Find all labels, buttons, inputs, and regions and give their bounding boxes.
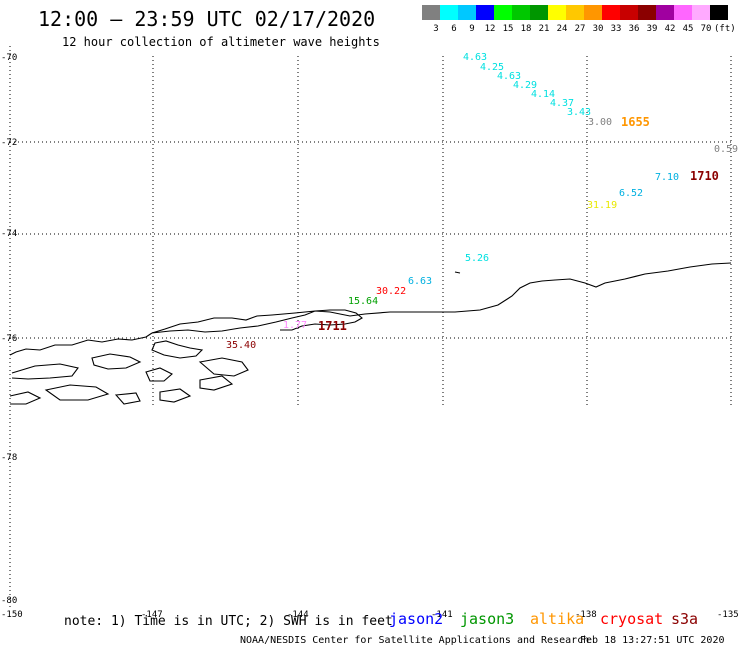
wave-height-value: 4.14 xyxy=(531,89,555,100)
wave-height-value: 31.19 xyxy=(587,200,617,211)
pass-times: 1655 1710 1711 xyxy=(318,115,719,333)
legend-color-box xyxy=(620,5,638,20)
legend-color-box xyxy=(710,5,728,20)
wave-height-value: 7.10 xyxy=(655,172,679,183)
color-legend: 3 6 9 12 15 18 21 24 27 30 33 36 39 42 45 70 (ft) xyxy=(422,5,736,34)
legend-color-box xyxy=(566,5,584,20)
legend-label: 30 xyxy=(593,24,604,34)
legend-color-box xyxy=(530,5,548,20)
legend-label: 27 xyxy=(575,24,586,34)
legend-color-box xyxy=(476,5,494,20)
lat-label: -72 xyxy=(1,138,17,148)
pass-time-label: 1655 xyxy=(621,115,650,129)
legend-label: 70 xyxy=(701,24,712,34)
latitude-labels: -70 -72 -74 -76 -78 -80 xyxy=(1,53,17,606)
lat-label: -70 xyxy=(1,53,17,63)
legend-label: 42 xyxy=(665,24,676,34)
pass-time-label: 1710 xyxy=(690,169,719,183)
wave-height-value: 1.77 xyxy=(283,320,307,331)
legend-color-box xyxy=(656,5,674,20)
wave-height-value: 4.37 xyxy=(550,98,574,109)
wave-height-value: 3.43 xyxy=(567,107,591,118)
legend-color-box xyxy=(584,5,602,20)
wave-height-value: 4.63 xyxy=(463,52,487,63)
wave-height-value: 30.22 xyxy=(376,286,406,297)
legend-color-box xyxy=(548,5,566,20)
legend-label: 18 xyxy=(521,24,532,34)
legend-label: 12 xyxy=(485,24,496,34)
satellite-name-cryosat: cryosat xyxy=(600,610,663,628)
legend-label: 45 xyxy=(683,24,694,34)
wave-height-value: 6.52 xyxy=(619,188,643,199)
wave-height-observations: 4.63 4.25 4.63 4.29 4.14 4.37 3.43 3.00 … xyxy=(226,52,738,351)
wave-height-value: 4.29 xyxy=(513,80,537,91)
legend-color-box xyxy=(494,5,512,20)
map-grid xyxy=(9,46,732,608)
wave-height-value: 15.64 xyxy=(348,296,378,307)
wave-height-value: 3.00 xyxy=(588,117,612,128)
lat-label: -74 xyxy=(1,229,17,239)
lon-label: -147 xyxy=(141,610,163,620)
legend-color-box xyxy=(602,5,620,20)
legend-label: 3 xyxy=(433,24,438,34)
legend-color-box xyxy=(512,5,530,20)
footer-timestamp: Feb 18 13:27:51 UTC 2020 xyxy=(580,635,725,646)
legend-label: 39 xyxy=(647,24,658,34)
legend-color-box xyxy=(458,5,476,20)
lat-label: -80 xyxy=(1,596,17,606)
wave-height-value: 0.59 xyxy=(714,144,738,155)
satellite-legend: jason2 jason3 altika cryosat s3a xyxy=(389,610,698,628)
satellite-name-jason3: jason3 xyxy=(460,610,514,628)
satellite-name-s3a: s3a xyxy=(671,610,698,628)
wave-height-value: 4.63 xyxy=(497,71,521,82)
wave-height-value: 35.40 xyxy=(226,340,256,351)
legend-label: 9 xyxy=(469,24,474,34)
coastline xyxy=(9,262,732,405)
satellite-name-altika: altika xyxy=(530,610,584,628)
lon-label: -141 xyxy=(431,610,453,620)
wave-height-value: 4.25 xyxy=(480,62,504,73)
legend-color-box xyxy=(440,5,458,20)
legend-label: 33 xyxy=(611,24,622,34)
lon-label: -150 xyxy=(1,610,23,620)
wave-height-value: 6.63 xyxy=(408,276,432,287)
footer-credit: NOAA/NESDIS Center for Satellite Applica… xyxy=(240,635,589,646)
legend-unit: (ft) xyxy=(714,24,736,34)
pass-time-label: 1711 xyxy=(318,319,347,333)
legend-color-box xyxy=(638,5,656,20)
satellite-name-jason2: jason2 xyxy=(389,610,443,628)
legend-label: 21 xyxy=(539,24,550,34)
footer-note: note: 1) Time is in UTC; 2) SWH is in fe… xyxy=(64,614,393,629)
legend-label: 36 xyxy=(629,24,640,34)
page-subtitle: 12 hour collection of altimeter wave hei… xyxy=(62,35,380,49)
lon-label: -135 xyxy=(717,610,739,620)
wave-height-value: 5.26 xyxy=(465,253,489,264)
lon-label: -144 xyxy=(287,610,309,620)
page-title: 12:00 – 23:59 UTC 02/17/2020 xyxy=(38,7,375,31)
lat-label: -78 xyxy=(1,453,17,463)
lon-label: -138 xyxy=(575,610,597,620)
legend-label: 24 xyxy=(557,24,568,34)
legend-label: 6 xyxy=(451,24,456,34)
legend-color-box xyxy=(674,5,692,20)
legend-label: 15 xyxy=(503,24,514,34)
longitude-labels: -150 -147 -144 -141 -138 -135 xyxy=(1,610,739,620)
lat-label: -76 xyxy=(1,334,17,344)
legend-color-box xyxy=(422,5,440,20)
legend-color-box xyxy=(692,5,710,20)
